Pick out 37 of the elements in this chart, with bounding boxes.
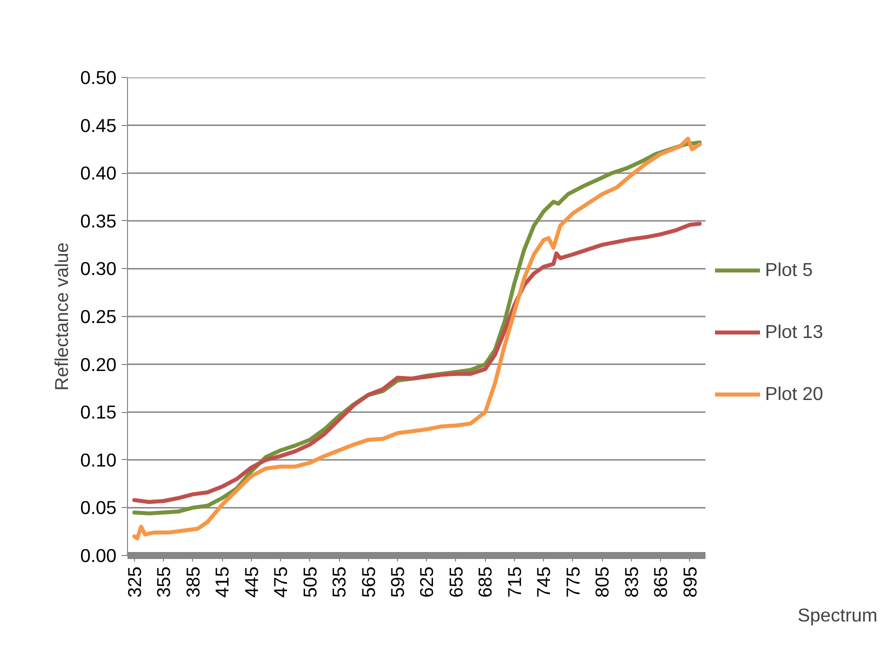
legend-label: Plot 13	[765, 321, 824, 343]
y-tick-label: 0.15	[80, 402, 116, 423]
y-axis-title: Reflectance value	[51, 242, 72, 391]
x-tick-label: 655	[445, 566, 466, 598]
x-tick-label: 775	[562, 566, 584, 598]
x-tick-label: 745	[533, 566, 554, 598]
x-tick-label: 325	[124, 566, 145, 598]
x-tick-label: 865	[650, 566, 672, 598]
x-tick-label: 835	[620, 566, 642, 598]
y-tick-label: 0.10	[80, 449, 116, 470]
x-tick-label: 805	[592, 566, 613, 598]
legend-label: Plot 5	[765, 259, 813, 281]
y-tick-label: 0.50	[80, 67, 116, 88]
x-tick-label: 715	[504, 566, 525, 598]
x-tick-label: 385	[182, 566, 204, 598]
x-tick-label: 685	[474, 566, 496, 598]
x-tick-label: 475	[270, 566, 292, 598]
x-tick-label: 505	[299, 566, 320, 598]
y-tick-label: 0.00	[80, 545, 116, 566]
y-tick-label: 0.05	[80, 497, 116, 518]
x-tick-label: 535	[328, 566, 350, 598]
y-tick-label: 0.40	[80, 162, 116, 184]
x-tick-label: 625	[416, 566, 438, 598]
y-tick-label: 0.30	[80, 258, 116, 280]
x-tick-label: 355	[153, 566, 174, 598]
line-series	[132, 222, 702, 504]
x-tick-label: 595	[386, 566, 408, 598]
y-tick-label: 0.20	[80, 354, 116, 375]
y-tick-label: 0.25	[80, 306, 116, 327]
legend-label: Plot 20	[765, 383, 824, 405]
x-tick-label: 895	[679, 566, 700, 598]
x-tick-label: 415	[212, 566, 233, 598]
y-tick-label: 0.45	[80, 114, 116, 136]
y-tick-label: 0.35	[80, 210, 116, 232]
x-tick-label: 565	[358, 566, 379, 598]
x-tick-label: 445	[240, 566, 262, 598]
x-axis-title: Spectrum	[798, 604, 878, 626]
